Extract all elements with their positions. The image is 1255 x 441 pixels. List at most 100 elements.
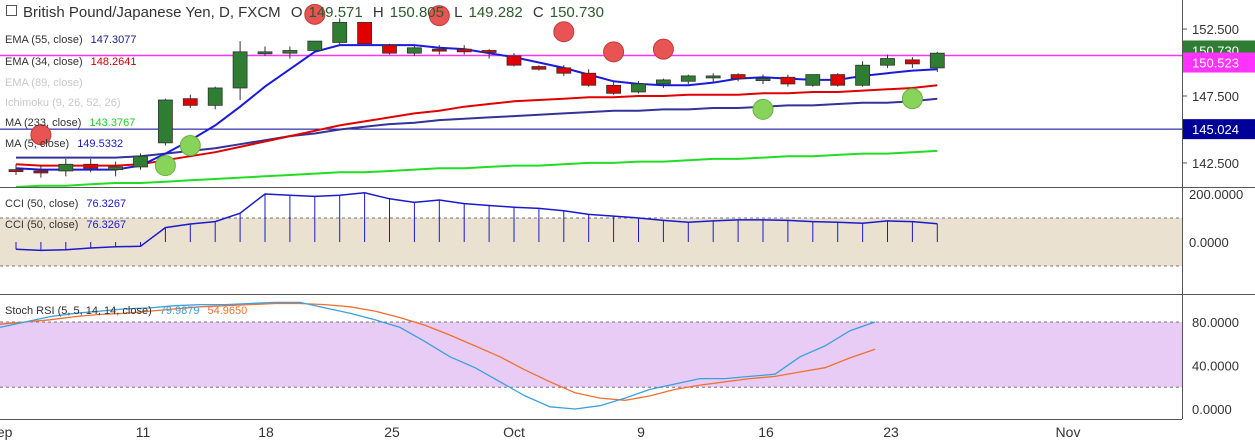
sar-dot-red [304, 3, 326, 25]
stoch-k-line [0, 301, 876, 410]
cci-value-1: 76.3267 [86, 198, 127, 210]
stoch-d-line [0, 302, 876, 401]
candle-body [157, 99, 173, 144]
candle-body [406, 47, 422, 54]
candle-body [382, 44, 397, 54]
indicator-ema34[interactable]: EMA (34, close) 148.2641 [5, 56, 137, 68]
cci-label-1: CCI (50, close) [5, 198, 79, 210]
candle-body [680, 75, 696, 82]
candle-body [232, 51, 248, 89]
chart-header: British Pound/Japanese Yen, D, FXCM O 149… [6, 4, 610, 21]
x-tick-label: 23 [883, 424, 899, 440]
ema55-line [16, 97, 938, 159]
candle-body [606, 84, 621, 94]
sar-dot-red [553, 21, 575, 43]
indicator-ema34-value: 148.2641 [90, 56, 137, 68]
cci-legend-2[interactable]: CCI (50, close) 76.3267 [5, 219, 126, 231]
price-pane[interactable] [0, 3, 1182, 188]
symbol-title: British Pound/Japanese Yen, D, FXCM [23, 4, 281, 21]
candle-body [33, 170, 49, 174]
x-tick-label: Oct [503, 424, 525, 440]
candle-body [905, 59, 920, 65]
sar-dot-green [901, 88, 923, 110]
sar-dot-red [30, 124, 52, 146]
low-label: L [454, 4, 463, 21]
cci-value-2: 76.3267 [86, 219, 127, 231]
candle-body [631, 83, 646, 93]
close-label: C [532, 4, 544, 21]
indicator-ema55-value: 147.3077 [90, 34, 137, 46]
indicator-ma5[interactable]: MA (5, close) 149.5332 [5, 138, 123, 150]
candle-body [108, 166, 123, 171]
candle-body [357, 21, 373, 45]
stoch-k-value: 79.9879 [159, 305, 200, 317]
candle-body [332, 21, 348, 43]
close-value: 150.730 [549, 4, 604, 21]
cci-line [15, 192, 938, 252]
candle-body [456, 48, 472, 53]
stoch-tick-label: 40.0000 [1192, 359, 1239, 374]
hline-level-badge-text: 145.024 [1192, 122, 1239, 137]
collapse-icon[interactable] [6, 5, 17, 16]
stoch-band [0, 322, 1182, 388]
candle-body [207, 87, 223, 106]
candle-body [431, 48, 447, 52]
candle-body [780, 76, 796, 85]
indicator-ichimoku[interactable]: Ichimoku (9, 26, 52, 26) [5, 97, 121, 109]
candle-body [282, 50, 298, 54]
x-tick-label: Nov [1056, 424, 1081, 440]
indicator-ema34-label: EMA (34, close) [5, 56, 83, 68]
open-label: O [290, 4, 303, 21]
cci-pane[interactable] [0, 192, 1182, 267]
price-tick-label: 142.500 [1192, 156, 1239, 171]
candle-body [755, 78, 771, 81]
candle-body [83, 163, 99, 169]
price-tick-label: 147.500 [1192, 89, 1239, 104]
indicator-ema55-label: EMA (55, close) [5, 34, 83, 46]
cci-tick-label: 200.0000 [1189, 187, 1243, 202]
indicator-ichimoku-label: Ichimoku (9, 26, 52, 26) [5, 97, 121, 109]
ma5-line [15, 44, 938, 171]
indicator-ma233-value: 143.3767 [89, 117, 136, 129]
cci-band [0, 218, 1182, 266]
candle-body [581, 72, 597, 86]
candle-body [182, 98, 198, 106]
high-value: 150.805 [389, 4, 444, 21]
hline-level-badge-bg [1183, 119, 1255, 140]
cci-legend-1[interactable]: CCI (50, close) 76.3267 [5, 198, 126, 210]
x-tick-label: Sep [0, 424, 13, 440]
sar-dot-green [752, 98, 774, 120]
x-tick-label: 18 [258, 424, 274, 440]
indicator-ma233-label: MA (233, close) [5, 117, 82, 129]
cci-tick-label: 0.0000 [1189, 235, 1229, 250]
candle-body [8, 169, 24, 173]
low-value: 149.282 [468, 4, 523, 21]
x-tick-label: 9 [637, 424, 645, 440]
cci-label-2: CCI (50, close) [5, 219, 79, 231]
candle-body [705, 75, 721, 79]
stoch-label: Stoch RSI (5, 5, 14, 14, close) [5, 305, 152, 317]
sar-dot-green [154, 155, 176, 177]
ema34-line [15, 84, 938, 167]
indicator-ma5-value: 149.5332 [77, 138, 124, 150]
open-value: 149.571 [308, 4, 363, 21]
candle-body [730, 74, 746, 79]
candle-body [880, 58, 895, 66]
indicator-ema89[interactable]: EMA (89, close) [5, 77, 83, 89]
candle-body [805, 74, 821, 86]
candle-body [133, 155, 148, 168]
stoch-legend[interactable]: Stoch RSI (5, 5, 14, 14, close) 79.9879 54… [5, 305, 247, 317]
ma233-line [15, 149, 938, 188]
candle-body [307, 40, 323, 51]
x-tick-label: 16 [758, 424, 774, 440]
stoch-d-value: 54.9650 [207, 305, 248, 317]
indicator-ma233[interactable]: MA (233, close) 143.3767 [5, 117, 135, 129]
sar-dot-green [179, 135, 201, 157]
candle-body [656, 79, 671, 85]
candle-body [531, 66, 547, 70]
stoch-pane[interactable] [0, 301, 1182, 410]
indicator-ema55[interactable]: EMA (55, close) 147.3077 [5, 34, 137, 46]
candle-body [855, 64, 870, 86]
